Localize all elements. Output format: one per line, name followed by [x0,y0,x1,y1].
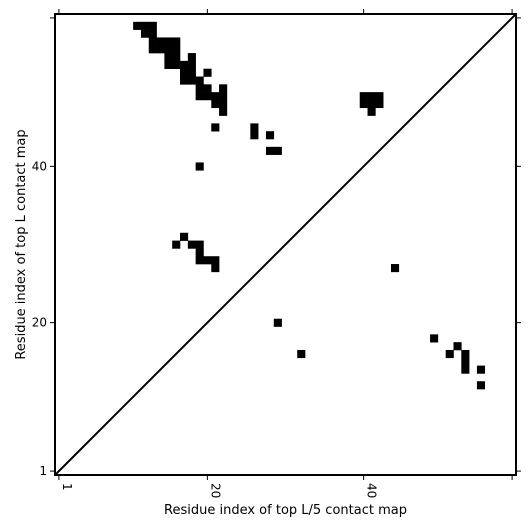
contact-cell-top-l [148,37,157,46]
contact-cell-top-l [187,68,196,77]
plot-frame [54,13,517,476]
contact-cell-top-l [367,99,376,109]
x-tick-label: 20 [208,483,222,498]
contact-cell-top-l [156,45,165,54]
contact-cell-top-l [265,131,275,140]
contact-cell-top-l5 [211,256,220,265]
contact-cell-top-l [164,37,173,46]
contact-cell-top-l [250,123,259,132]
y-tick-label: 40 [32,159,47,173]
y-tick-label: 1 [39,464,47,478]
contact-cell-top-l5 [203,256,212,265]
contact-cell-top-l [211,99,220,109]
contact-cell-top-l [140,29,150,38]
contact-cells [133,21,486,390]
contact-cell-top-l [172,60,181,69]
y-tick-label: 20 [32,316,47,330]
contact-cell-top-l [203,68,212,77]
contact-cell-top-l5 [180,232,189,241]
contact-cell-top-l [250,131,259,140]
contact-cell-top-l [359,99,368,109]
contact-cell-top-l [273,146,282,155]
contact-cell-top-l [375,92,384,101]
contact-cell-top-l5 [195,240,204,249]
contact-cell-top-l [187,76,196,85]
contact-cell-top-l [265,146,275,155]
contact-cell-top-l [164,53,173,62]
y-axis-title: Residue index of top L contact map [14,129,29,359]
contact-cell-top-l [203,92,212,101]
contact-cell-top-l [359,92,368,101]
contact-cell-top-l [172,45,181,54]
contact-cell-top-l [164,45,173,54]
contact-cell-top-l [219,107,228,116]
contact-cell-top-l [156,37,165,46]
contact-cell-top-l [195,162,204,171]
contact-cell-top-l5 [461,357,470,366]
contact-cell-top-l5 [445,349,454,359]
contact-cell-top-l5 [187,240,196,249]
contact-cell-top-l [187,60,196,69]
contact-cell-top-l5 [476,381,486,390]
contact-cell-top-l5 [453,342,462,351]
contact-cell-top-l [180,68,189,77]
contact-cell-top-l [180,76,189,85]
contact-cell-top-l [195,84,204,93]
contact-cell-top-l [172,53,181,62]
contact-cell-top-l [187,53,196,62]
contact-cell-top-l5 [211,264,220,273]
contact-cell-top-l5 [195,248,204,257]
contact-cell-top-l [133,21,142,30]
contact-cell-top-l [148,29,157,38]
contact-cell-top-l5 [273,318,282,327]
axis-ticks: 1 20 40 1 20 40 [32,9,521,498]
contact-cell-top-l [211,92,220,101]
contact-cell-top-l [180,60,189,69]
contact-cell-top-l5 [172,240,181,249]
contact-cell-top-l [140,21,150,30]
diagonal-line [54,13,517,476]
contact-cell-top-l [375,99,384,109]
contact-cell-top-l [367,107,376,116]
contact-cell-top-l [148,45,157,54]
contact-cell-top-l [164,60,173,69]
x-axis-title: Residue index of top L/5 contact map [164,503,407,518]
contact-cell-top-l5 [390,264,400,273]
contact-cell-top-l [195,76,204,85]
contact-cell-top-l [219,84,228,93]
contact-cell-top-l [148,21,157,30]
contact-cell-top-l [211,123,220,132]
contact-cell-top-l5 [195,256,204,265]
x-tick-label: 40 [365,483,379,498]
contact-cell-top-l [367,92,376,101]
x-tick-label: 1 [60,483,74,491]
contact-cell-top-l [195,92,204,101]
contact-cell-top-l5 [297,349,306,359]
contact-cell-top-l [172,37,181,46]
contact-cell-top-l5 [430,334,439,343]
contact-cell-top-l5 [461,349,470,359]
contact-cell-top-l [203,84,212,93]
contact-cell-top-l [219,92,228,101]
contact-cell-top-l5 [476,365,486,374]
contact-cell-top-l5 [461,365,470,374]
contact-cell-top-l [219,99,228,109]
